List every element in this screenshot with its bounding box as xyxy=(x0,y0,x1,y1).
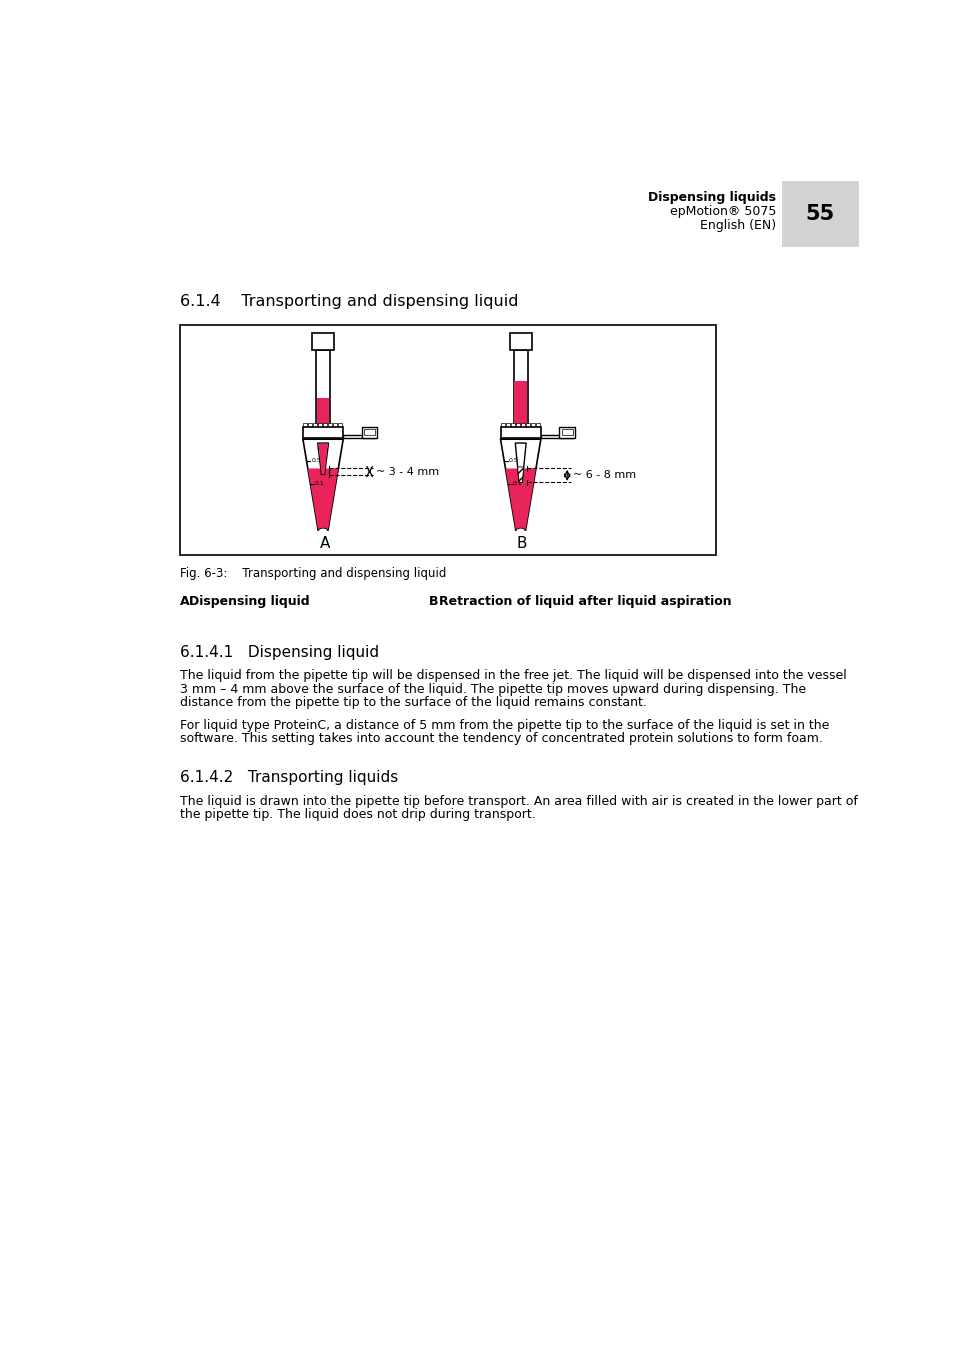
Text: The liquid from the pipette tip will be dispensed in the free jet. The liquid wi: The liquid from the pipette tip will be … xyxy=(179,670,845,683)
Text: The liquid is drawn into the pipette tip before transport. An area filled with a: The liquid is drawn into the pipette tip… xyxy=(179,795,857,807)
Text: ~ 3 - 4 mm: ~ 3 - 4 mm xyxy=(375,467,438,477)
Text: Dispensing liquids: Dispensing liquids xyxy=(648,192,776,204)
Text: A: A xyxy=(319,536,330,551)
Bar xyxy=(505,423,509,427)
Text: distance from the pipette tip to the surface of the liquid remains constant.: distance from the pipette tip to the sur… xyxy=(179,695,646,709)
Text: ~ 6 - 8 mm: ~ 6 - 8 mm xyxy=(573,470,636,481)
Bar xyxy=(509,333,531,350)
Polygon shape xyxy=(517,467,523,482)
Text: B: B xyxy=(429,595,438,608)
Bar xyxy=(513,350,527,439)
Bar xyxy=(333,423,337,427)
Text: 6.1.4.1   Dispensing liquid: 6.1.4.1 Dispensing liquid xyxy=(179,645,378,660)
Bar xyxy=(561,429,572,435)
Bar xyxy=(510,423,515,427)
Text: Retraction of liquid after liquid aspiration: Retraction of liquid after liquid aspira… xyxy=(438,595,730,608)
Bar xyxy=(500,427,540,437)
Bar xyxy=(500,423,504,427)
Polygon shape xyxy=(318,444,328,474)
Polygon shape xyxy=(308,468,338,531)
Polygon shape xyxy=(303,439,343,531)
Bar xyxy=(313,423,317,427)
Bar xyxy=(781,181,858,247)
Bar xyxy=(179,325,716,555)
Text: For liquid type ProteinC, a distance of 5 mm from the pipette tip to the surface: For liquid type ProteinC, a distance of … xyxy=(179,718,828,732)
Bar xyxy=(328,423,332,427)
Bar xyxy=(343,435,375,437)
Text: 0.1: 0.1 xyxy=(512,482,522,486)
Text: B: B xyxy=(517,536,527,551)
Text: 6.1.4    Transporting and dispensing liquid: 6.1.4 Transporting and dispensing liquid xyxy=(179,294,517,309)
Bar xyxy=(530,423,535,427)
Text: software. This setting takes into account the tendency of concentrated protein s: software. This setting takes into accoun… xyxy=(179,732,821,745)
Bar xyxy=(303,427,343,437)
Bar xyxy=(317,423,322,427)
Text: 55: 55 xyxy=(804,204,834,224)
Polygon shape xyxy=(321,475,324,482)
Text: Dispensing liquid: Dispensing liquid xyxy=(189,595,310,608)
Bar xyxy=(337,423,342,427)
Bar xyxy=(323,423,327,427)
Polygon shape xyxy=(515,443,525,482)
Bar xyxy=(308,423,312,427)
Text: English (EN): English (EN) xyxy=(700,219,776,232)
Text: 0.1: 0.1 xyxy=(314,482,324,486)
Bar xyxy=(361,427,377,437)
Text: the pipette tip. The liquid does not drip during transport.: the pipette tip. The liquid does not dri… xyxy=(179,809,535,821)
Text: A: A xyxy=(179,595,189,608)
Bar xyxy=(525,423,530,427)
Text: Fig. 6-3:    Transporting and dispensing liquid: Fig. 6-3: Transporting and dispensing li… xyxy=(179,567,446,580)
Polygon shape xyxy=(505,468,536,531)
Bar xyxy=(364,429,375,435)
Polygon shape xyxy=(317,443,328,475)
Text: 3 mm – 4 mm above the surface of the liquid. The pipette tip moves upward during: 3 mm – 4 mm above the surface of the liq… xyxy=(179,683,805,695)
Text: epMotion® 5075: epMotion® 5075 xyxy=(669,205,776,219)
Polygon shape xyxy=(500,439,540,531)
Bar xyxy=(303,423,307,427)
Bar xyxy=(536,423,539,427)
Text: 0.5: 0.5 xyxy=(311,458,320,463)
Text: 6.1.4.2   Transporting liquids: 6.1.4.2 Transporting liquids xyxy=(179,771,397,786)
Text: 0.5: 0.5 xyxy=(508,458,518,463)
Bar xyxy=(516,423,519,427)
Bar xyxy=(312,333,334,350)
Bar xyxy=(315,350,330,439)
Bar xyxy=(316,398,329,425)
Bar xyxy=(514,381,526,425)
Bar xyxy=(540,435,573,437)
Bar xyxy=(558,427,575,437)
Bar xyxy=(520,423,524,427)
